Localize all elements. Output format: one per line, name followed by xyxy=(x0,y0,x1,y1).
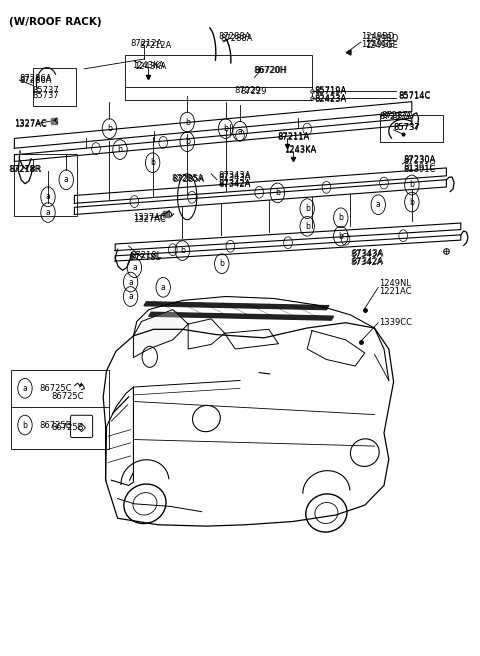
Text: a: a xyxy=(128,292,133,301)
Text: 85719A: 85719A xyxy=(314,86,346,95)
Text: a: a xyxy=(161,283,166,292)
Text: 87218L: 87218L xyxy=(130,253,161,262)
Text: 87212A: 87212A xyxy=(131,39,163,49)
Text: (W/ROOF RACK): (W/ROOF RACK) xyxy=(9,16,101,27)
Text: 87285A: 87285A xyxy=(172,174,204,183)
Text: 85719A: 85719A xyxy=(314,87,347,96)
Text: b: b xyxy=(150,158,155,167)
Text: 1327AC: 1327AC xyxy=(14,120,47,129)
Text: 1243KA: 1243KA xyxy=(284,146,316,155)
Text: 87218R: 87218R xyxy=(9,165,41,174)
Text: 87285A: 87285A xyxy=(173,175,205,184)
Text: 87288A: 87288A xyxy=(221,33,253,43)
Text: 87286A: 87286A xyxy=(19,75,52,85)
Bar xyxy=(14,154,77,216)
Text: 1249GE: 1249GE xyxy=(361,40,394,49)
Text: a: a xyxy=(376,200,381,209)
Text: 85737: 85737 xyxy=(394,123,420,133)
Bar xyxy=(125,55,312,100)
Text: b: b xyxy=(338,232,343,241)
Text: 1249GE: 1249GE xyxy=(365,41,397,51)
Text: 1249BD: 1249BD xyxy=(365,33,398,43)
Text: 87230A: 87230A xyxy=(403,155,435,164)
Text: 87342A: 87342A xyxy=(218,180,251,190)
Polygon shape xyxy=(133,310,188,358)
Text: 1243KA: 1243KA xyxy=(284,145,316,154)
Text: a: a xyxy=(23,384,27,393)
Text: 87218L: 87218L xyxy=(131,251,162,260)
Text: b: b xyxy=(107,124,112,133)
Text: 81391C: 81391C xyxy=(403,165,435,174)
Text: b: b xyxy=(223,124,228,133)
Text: 87343A: 87343A xyxy=(218,173,251,182)
Text: 86725B: 86725B xyxy=(52,423,84,432)
Text: 81391C: 81391C xyxy=(403,163,435,173)
Text: 85714C: 85714C xyxy=(398,91,431,100)
Text: b: b xyxy=(219,259,224,268)
Text: 87211A: 87211A xyxy=(277,133,310,142)
Text: a: a xyxy=(128,277,133,287)
Text: 82423A: 82423A xyxy=(314,95,347,104)
Text: 85737: 85737 xyxy=(33,86,60,95)
Text: a: a xyxy=(64,175,69,184)
Text: 87230A: 87230A xyxy=(403,156,435,165)
Text: 1327AC: 1327AC xyxy=(133,213,166,222)
Text: 86725B: 86725B xyxy=(39,420,72,430)
Text: a: a xyxy=(132,263,137,272)
Text: 86725C: 86725C xyxy=(39,384,72,393)
Text: 1327AC: 1327AC xyxy=(14,119,47,128)
Text: b: b xyxy=(409,180,414,190)
Text: 1243KA: 1243KA xyxy=(134,62,167,72)
Text: 86720H: 86720H xyxy=(254,66,288,75)
Text: b: b xyxy=(338,213,343,222)
Text: 87212A: 87212A xyxy=(139,41,171,51)
Text: 86725C: 86725C xyxy=(52,392,84,401)
Text: b: b xyxy=(118,145,122,154)
Text: a: a xyxy=(238,127,242,136)
Text: 1249NL: 1249NL xyxy=(379,279,411,288)
Text: 87343A: 87343A xyxy=(350,250,383,259)
Text: a: a xyxy=(46,192,50,201)
Text: 87287A: 87287A xyxy=(381,111,414,120)
Text: 1327AC: 1327AC xyxy=(133,215,166,224)
Text: b: b xyxy=(409,197,414,207)
Text: 87342A: 87342A xyxy=(350,258,383,267)
Text: b: b xyxy=(23,420,27,430)
Text: a: a xyxy=(46,208,50,217)
Text: 85737: 85737 xyxy=(394,123,420,133)
Text: 85737: 85737 xyxy=(33,91,60,100)
Text: 87288A: 87288A xyxy=(218,31,251,41)
Text: 87286A: 87286A xyxy=(19,74,52,83)
Text: 87229: 87229 xyxy=(240,87,266,96)
Text: 87287A: 87287A xyxy=(379,112,412,121)
Text: 87218R: 87218R xyxy=(10,165,42,174)
Polygon shape xyxy=(144,302,329,310)
Text: 87343A: 87343A xyxy=(351,249,384,258)
Text: b: b xyxy=(305,222,310,231)
Text: 1221AC: 1221AC xyxy=(379,287,412,296)
Text: b: b xyxy=(180,246,185,255)
Text: 82423A: 82423A xyxy=(314,94,346,103)
Bar xyxy=(11,370,109,449)
Polygon shape xyxy=(149,312,334,320)
Bar xyxy=(380,115,443,142)
Text: b: b xyxy=(185,137,190,146)
Text: 87343A: 87343A xyxy=(218,171,251,180)
Bar xyxy=(33,68,76,106)
Text: 87211A: 87211A xyxy=(277,132,310,141)
Text: b: b xyxy=(275,188,280,197)
Text: 87229: 87229 xyxy=(234,86,261,95)
Text: 1249BD: 1249BD xyxy=(361,32,395,41)
Text: b: b xyxy=(185,117,190,127)
Text: 86720H: 86720H xyxy=(253,66,287,75)
Text: 1339CC: 1339CC xyxy=(379,318,412,327)
Text: 87342A: 87342A xyxy=(218,179,250,188)
Text: b: b xyxy=(305,204,310,213)
Text: 1243KA: 1243KA xyxy=(132,61,164,70)
Text: 87342A: 87342A xyxy=(351,256,384,266)
Text: 85714C: 85714C xyxy=(398,92,431,101)
